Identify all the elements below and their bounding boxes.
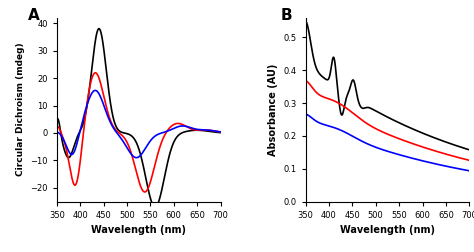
X-axis label: Wavelength (nm): Wavelength (nm) <box>340 225 435 235</box>
Text: A: A <box>27 9 39 23</box>
Y-axis label: Circular Dichroism (mdeg): Circular Dichroism (mdeg) <box>16 43 25 176</box>
Text: B: B <box>281 9 293 23</box>
X-axis label: Wavelength (nm): Wavelength (nm) <box>91 225 186 235</box>
Y-axis label: Absorbance (AU): Absorbance (AU) <box>268 64 278 156</box>
